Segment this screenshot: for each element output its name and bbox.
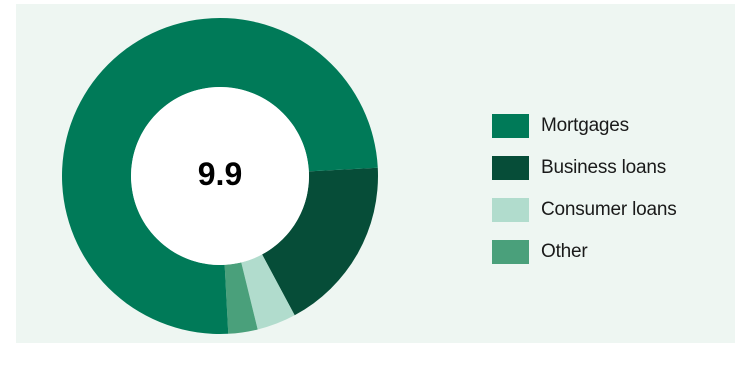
legend-item-business-loans: Business loans (492, 156, 677, 180)
legend-label-mortgages: Mortgages (541, 115, 629, 136)
donut-slice-other (224, 262, 258, 334)
donut-slice-mortgages (62, 18, 378, 334)
legend-swatch-consumer-loans (492, 198, 529, 222)
chart-panel: 9.9 Mortgages Business loans Consumer lo… (16, 4, 735, 343)
donut-chart (62, 18, 379, 334)
donut-slice-business-loans (262, 167, 379, 316)
legend-item-mortgages: Mortgages (492, 114, 677, 138)
legend-item-other: Other (492, 240, 677, 264)
donut-slice-consumer-loans (241, 254, 295, 330)
legend-swatch-mortgages (492, 114, 529, 138)
chart-legend: Mortgages Business loans Consumer loans … (492, 114, 677, 282)
legend-label-consumer-loans: Consumer loans (541, 199, 677, 220)
legend-item-consumer-loans: Consumer loans (492, 198, 677, 222)
legend-swatch-other (492, 240, 529, 264)
legend-label-business-loans: Business loans (541, 157, 666, 178)
donut-center-value: 9.9 (197, 156, 243, 192)
legend-label-other: Other (541, 241, 588, 262)
donut-hole (131, 87, 309, 265)
legend-swatch-business-loans (492, 156, 529, 180)
